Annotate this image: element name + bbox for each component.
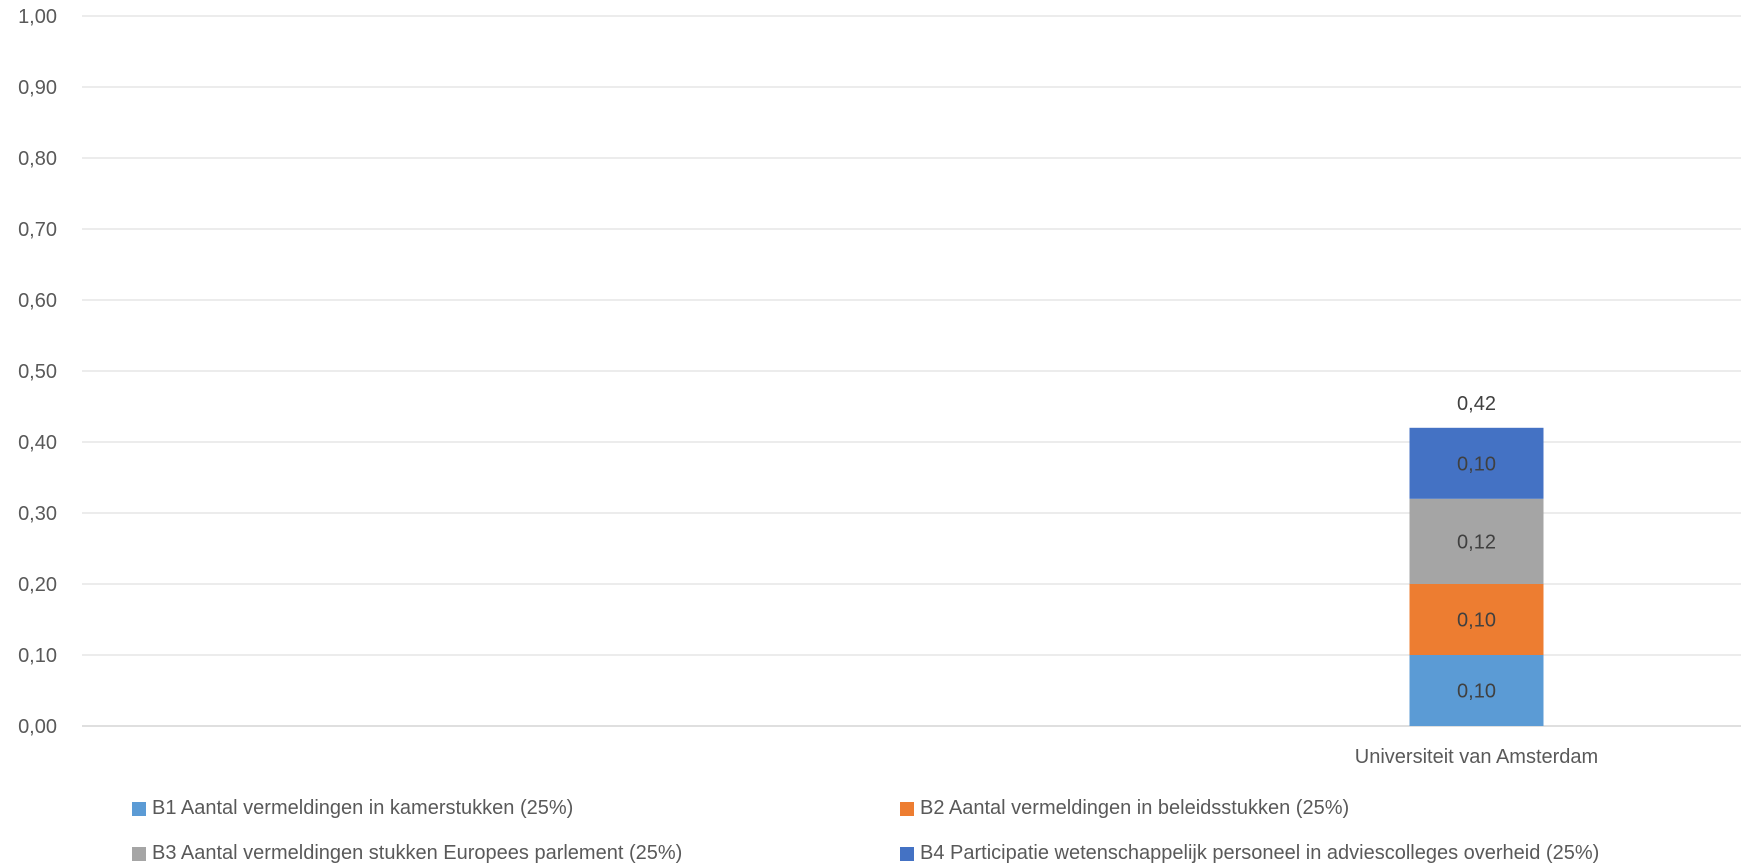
y-tick-label: 0,80	[18, 148, 57, 170]
y-tick-label: 0,00	[18, 716, 57, 738]
y-tick-label: 0,70	[18, 219, 57, 241]
y-tick-label: 0,60	[18, 290, 57, 312]
bar-segment-b2	[1409, 584, 1544, 655]
y-axis: 0,00 0,10 0,20 0,30 0,40 0,50 0,60 0,70 0,80 0,90…	[18, 6, 57, 738]
bar-segment-b1	[1409, 655, 1544, 726]
bars	[1409, 427, 1544, 726]
category-label: Universiteit van Amsterdam	[1355, 746, 1598, 768]
x-axis: Universiteit van Amsterdam	[1355, 746, 1598, 768]
y-tick-label: 0,30	[18, 503, 57, 525]
data-labels: 0,10 0,10 0,12 0,10 0,42	[1457, 393, 1496, 703]
data-label-b2: 0,10	[1457, 610, 1496, 632]
y-tick-label: 0,50	[18, 361, 57, 383]
total-label: 0,42	[1457, 393, 1496, 415]
y-tick-label: 0,20	[18, 574, 57, 596]
data-label-b3: 0,12	[1457, 531, 1496, 553]
bar-segment-b4	[1409, 427, 1544, 499]
gridlines	[82, 15, 1741, 727]
bar-segment-b3	[1409, 498, 1544, 584]
y-tick-label: 0,10	[18, 645, 57, 667]
data-label-b1: 0,10	[1457, 681, 1496, 703]
data-label-b4: 0,10	[1457, 453, 1496, 475]
y-tick-label: 1,00	[18, 6, 57, 28]
y-tick-label: 0,40	[18, 432, 57, 454]
y-tick-label: 0,90	[18, 77, 57, 99]
